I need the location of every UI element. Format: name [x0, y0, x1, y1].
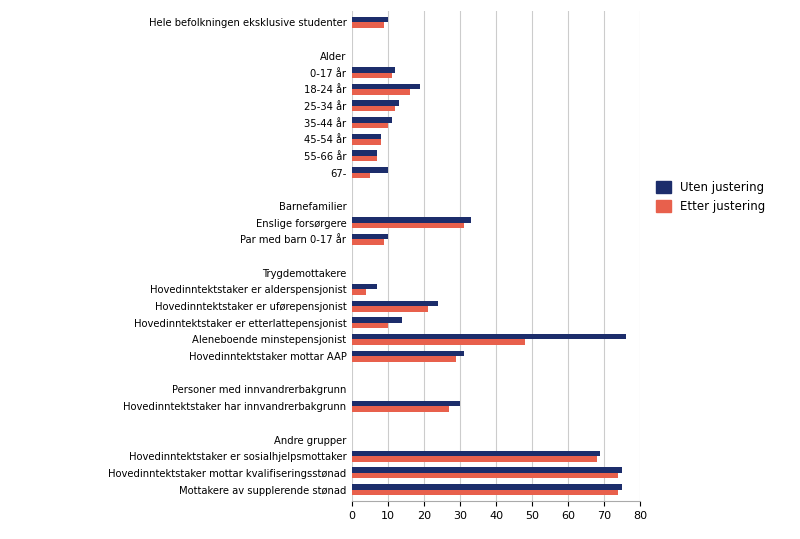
Bar [352, 239, 384, 245]
Bar [352, 167, 388, 172]
Bar [352, 172, 370, 178]
Bar [352, 467, 622, 473]
Bar [352, 484, 622, 489]
Bar [352, 217, 470, 223]
Bar [352, 84, 421, 89]
Bar [352, 117, 392, 122]
Bar [352, 489, 618, 495]
Bar [352, 139, 381, 145]
Bar [352, 234, 388, 239]
Bar [352, 301, 438, 306]
Bar [352, 89, 410, 95]
Bar [352, 317, 402, 323]
Bar [352, 106, 395, 112]
Bar [352, 334, 626, 340]
Bar [352, 67, 395, 73]
Bar [352, 17, 388, 23]
Bar [352, 406, 450, 412]
Legend: Uten justering, Etter justering: Uten justering, Etter justering [652, 176, 770, 218]
Bar [352, 134, 381, 139]
Bar [352, 23, 384, 28]
Bar [352, 400, 460, 406]
Bar [352, 323, 388, 328]
Bar [352, 473, 618, 479]
Bar [352, 351, 464, 356]
Bar [352, 451, 600, 456]
Bar [352, 356, 456, 362]
Bar [352, 150, 378, 156]
Bar [352, 289, 366, 295]
Bar [352, 340, 525, 345]
Bar [352, 284, 378, 289]
Bar [352, 156, 378, 161]
Bar [352, 306, 428, 312]
Bar [352, 122, 388, 128]
Bar [352, 456, 597, 462]
Bar [352, 73, 392, 78]
Bar [352, 100, 398, 106]
Bar [352, 223, 464, 228]
